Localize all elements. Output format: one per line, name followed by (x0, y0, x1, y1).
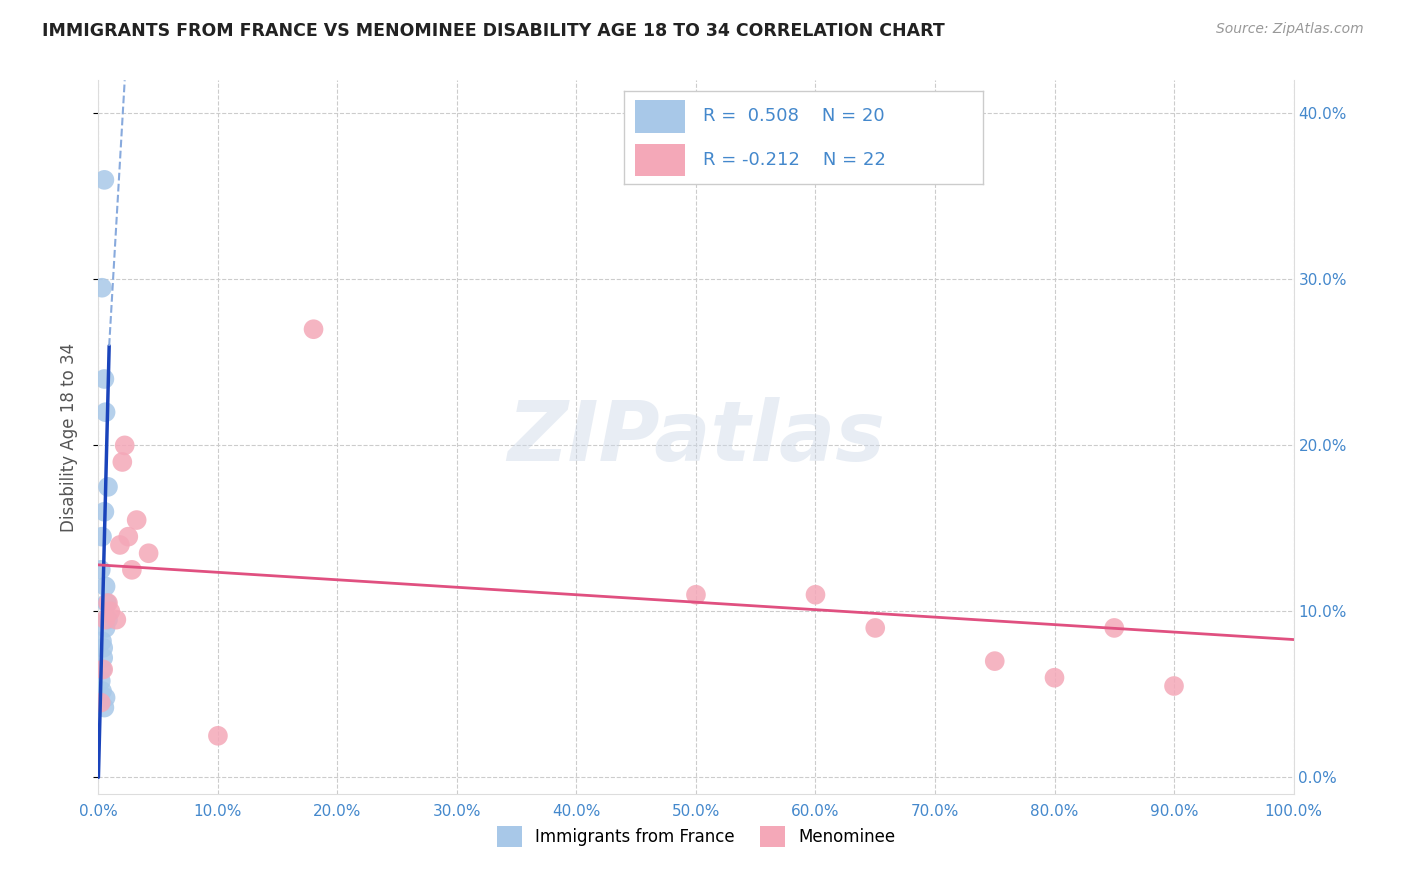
Point (108, 538, 131, 552)
Point (91, 530, 114, 544)
Point (1104, 621, 1126, 635)
Point (804, 588, 827, 602)
Point (97, 480, 120, 494)
Point (1043, 671, 1066, 685)
Point (94, 621, 117, 635)
Point (90, 563, 112, 577)
Point (117, 530, 139, 544)
Text: Source: ZipAtlas.com: Source: ZipAtlas.com (1216, 22, 1364, 37)
Legend: Immigrants from France, Menominee: Immigrants from France, Menominee (491, 820, 901, 854)
Point (91, 640, 114, 655)
Point (94, 579, 117, 593)
Point (138, 546, 160, 560)
Point (91, 650, 114, 665)
Point (97, 596, 120, 610)
Point (97, 613, 120, 627)
Point (1163, 679, 1185, 693)
Point (91, 634, 114, 648)
Point (865, 621, 887, 635)
Text: IMMIGRANTS FROM FRANCE VS MENOMINEE DISABILITY AGE 18 TO 34 CORRELATION CHART: IMMIGRANTS FROM FRANCE VS MENOMINEE DISA… (42, 22, 945, 40)
Point (98, 604, 122, 618)
Point (121, 563, 143, 577)
Point (93, 505, 115, 519)
Point (685, 588, 707, 602)
Point (91, 662, 114, 676)
Point (91, 662, 114, 676)
Point (90, 696, 112, 710)
Point (94, 405, 117, 419)
Point (93, 700, 115, 714)
Point (984, 654, 1007, 668)
Point (91, 684, 114, 698)
Point (94, 613, 117, 627)
Y-axis label: Disability Age 18 to 34: Disability Age 18 to 34 (59, 343, 77, 532)
Point (111, 455, 134, 469)
Point (105, 613, 128, 627)
Point (96, 596, 118, 610)
Point (93, 173, 115, 187)
Point (302, 322, 325, 336)
Point (94, 690, 117, 705)
Text: ZIPatlas: ZIPatlas (508, 397, 884, 477)
Point (91, 281, 114, 295)
Point (125, 513, 148, 527)
Point (114, 438, 136, 452)
Point (90, 673, 112, 688)
Point (207, 729, 229, 743)
Point (93, 372, 115, 386)
